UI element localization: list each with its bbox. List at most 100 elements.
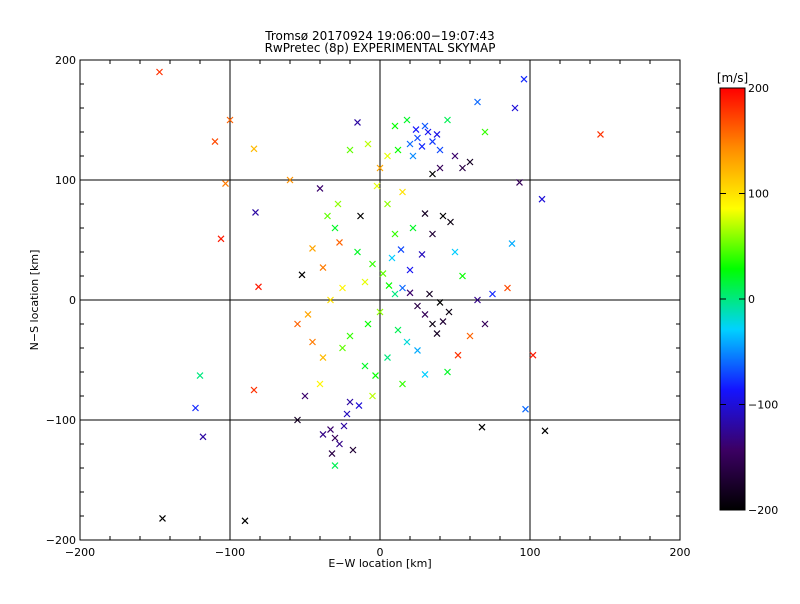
y-tick-label: −200 [46,534,76,547]
data-point [394,146,402,154]
data-point [426,290,433,298]
data-point [217,235,225,243]
data-point [421,210,429,218]
data-point [481,320,489,328]
data-point [391,230,399,238]
data-point [319,354,327,362]
data-point [241,517,249,525]
data-point [328,450,336,458]
y-tick-label: 200 [55,54,76,67]
data-point [357,212,364,220]
data-point [522,405,529,413]
data-point [327,296,334,304]
y-axis-label: N−S location [km] [28,250,41,351]
data-point [436,298,444,306]
data-point [364,140,372,148]
data-point [399,188,406,196]
data-point [156,68,163,76]
data-point [451,152,459,160]
data-point [391,290,399,298]
data-point [466,158,474,166]
data-point [286,176,294,184]
data-point [436,146,444,154]
data-point [339,284,346,292]
data-point [361,362,369,370]
data-point [421,370,429,378]
data-point [597,130,604,138]
data-point [222,180,229,188]
y-tick-label: −100 [46,414,76,427]
data-point [369,392,376,400]
data-point [504,284,511,292]
data-point [211,138,219,146]
data-point [354,118,361,126]
data-point [255,283,262,291]
data-point [409,224,417,232]
data-point [406,140,414,148]
data-point [384,200,391,208]
data-point [429,320,436,328]
data-point [226,116,234,124]
data-point [346,332,354,340]
data-point [331,462,339,470]
data-point [459,164,466,172]
data-point [354,248,361,256]
data-point [301,392,309,400]
data-point [294,416,301,424]
data-point [309,338,316,346]
data-point [414,302,421,310]
data-point [529,351,537,359]
data-point [412,126,420,134]
data-point [433,330,441,338]
data-point [421,122,429,130]
data-point [454,351,462,359]
x-axis-label: E−W location [km] [328,557,431,570]
data-point [309,244,316,252]
data-point [346,398,354,406]
data-point [336,238,343,246]
data-point [349,446,357,454]
data-point [196,372,204,380]
x-tick-label: −100 [215,546,245,559]
data-point [319,264,327,272]
data-point [445,308,453,316]
colorbar-label: [m/s] [717,71,748,85]
data-point [331,224,339,232]
colorbar-tick-label: 0 [748,293,755,306]
data-point [538,195,546,203]
y-tick-label: 0 [69,294,76,307]
data-point [520,75,528,83]
data-point [418,142,426,150]
data-point [433,130,441,138]
data-point [447,218,454,226]
data-point [376,164,384,172]
data-point [478,423,486,431]
data-point [346,146,354,154]
data-point [421,310,429,318]
data-point [516,178,523,186]
data-point [355,402,363,410]
data-point [252,208,259,216]
data-point [327,426,334,434]
data-point [384,152,391,160]
data-point [384,354,391,362]
colorbar-tick-label: 200 [748,82,769,95]
data-point [361,278,369,286]
data-point [399,380,406,388]
data-point [459,272,466,280]
data-point [406,289,414,297]
data-point [541,427,549,435]
data-point [474,296,481,304]
data-point [343,410,351,418]
data-point [429,138,436,146]
data-point [250,145,258,153]
data-point [385,282,393,290]
data-point [250,386,258,394]
data-point [439,318,447,326]
data-point [409,152,417,160]
colorbar-tick-label: −200 [748,504,778,517]
x-tick-label: −200 [65,546,95,559]
colorbar-tick-label: 100 [748,188,769,201]
